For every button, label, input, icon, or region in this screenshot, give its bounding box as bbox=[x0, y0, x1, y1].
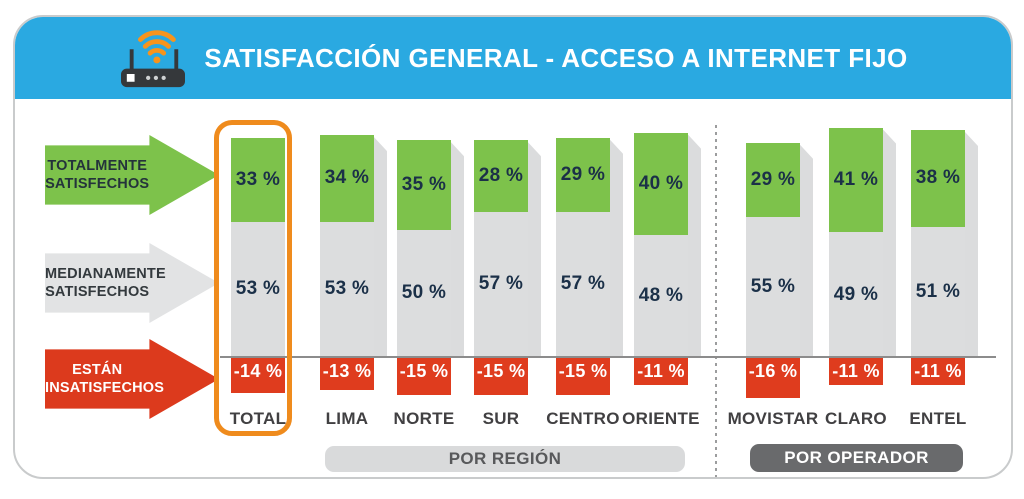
segment-value: 57 % bbox=[560, 273, 606, 295]
legend-arrow-label: MEDIANAMENTE SATISFECHOS bbox=[45, 265, 166, 300]
bar-column-label: ORIENTE bbox=[622, 409, 700, 428]
segment-unsatisfied: -13 % bbox=[320, 357, 374, 391]
segment-totally-satisfied: 29 % bbox=[746, 142, 800, 217]
segment-value: 28 % bbox=[478, 164, 524, 186]
segment-unsatisfied: -14 % bbox=[231, 357, 285, 393]
legend-arrow-label: TOTALMENTE SATISFECHOS bbox=[45, 157, 150, 192]
segment-unsatisfied: -15 % bbox=[474, 357, 528, 396]
operator-section-pill: POR OPERADOR bbox=[750, 444, 963, 472]
segment-value: 57 % bbox=[478, 273, 524, 295]
segment-unsatisfied: -15 % bbox=[556, 357, 610, 396]
page-title: SATISFACCIÓN GENERAL - ACCESO A INTERNET… bbox=[204, 42, 908, 73]
bar-column-label: SUR bbox=[482, 409, 520, 428]
bar-shadow bbox=[528, 142, 541, 357]
segment-value: 49 % bbox=[833, 283, 879, 305]
section-divider-dotted-line bbox=[715, 125, 717, 477]
segment-value: -11 % bbox=[832, 361, 880, 381]
segment-value: 41 % bbox=[833, 168, 879, 190]
segment-medium-satisfied: 55 % bbox=[746, 216, 800, 357]
bar-shadow bbox=[800, 144, 813, 357]
segment-value: 53 % bbox=[235, 278, 281, 300]
segment-value: -11 % bbox=[637, 361, 685, 381]
segment-medium-satisfied: 57 % bbox=[556, 211, 610, 357]
segment-value: -13 % bbox=[322, 361, 372, 381]
bar-column-label: CENTRO bbox=[546, 409, 620, 428]
legend-arrow-medium: MEDIANAMENTE SATISFECHOS bbox=[45, 243, 219, 323]
bar-column-label: CLARO bbox=[825, 409, 887, 428]
bar-shadow bbox=[610, 139, 623, 357]
zero-axis-line bbox=[220, 356, 996, 358]
bar-column-label: MOVISTAR bbox=[727, 409, 819, 428]
segment-value: 33 % bbox=[235, 168, 281, 190]
total-highlight-box bbox=[214, 120, 292, 436]
segment-value: 38 % bbox=[915, 167, 961, 189]
segment-totally-satisfied: 35 % bbox=[397, 140, 451, 230]
segment-unsatisfied: -16 % bbox=[746, 357, 800, 398]
bar-column-label: NORTE bbox=[393, 409, 455, 428]
segment-medium-satisfied: 50 % bbox=[397, 229, 451, 357]
infographic-card: SATISFACCIÓN GENERAL - ACCESO A INTERNET… bbox=[13, 15, 1013, 479]
segment-value: 50 % bbox=[401, 282, 447, 304]
segment-value: -15 % bbox=[558, 361, 608, 381]
bar-column-label: LIMA bbox=[325, 409, 369, 428]
router-wifi-icon bbox=[121, 30, 186, 88]
bar-shadow bbox=[451, 142, 464, 357]
segment-totally-satisfied: 29 % bbox=[556, 137, 610, 212]
segment-totally-satisfied: 40 % bbox=[634, 132, 688, 235]
segment-medium-satisfied: 53 % bbox=[320, 221, 374, 357]
segment-totally-satisfied: 34 % bbox=[320, 135, 374, 222]
region-section-label: POR REGIÓN bbox=[448, 449, 562, 468]
legend-arrow-unsatisfied: ESTÁN INSATISFECHOS bbox=[45, 339, 219, 419]
segment-value: 29 % bbox=[750, 168, 796, 190]
segment-unsatisfied: -11 % bbox=[634, 357, 688, 386]
bar-shadow bbox=[374, 137, 387, 357]
segment-medium-satisfied: 51 % bbox=[911, 226, 965, 357]
segment-medium-satisfied: 53 % bbox=[231, 221, 285, 357]
operator-section-label: POR OPERADOR bbox=[784, 448, 929, 467]
segment-totally-satisfied: 41 % bbox=[829, 127, 883, 233]
chart-area: TOTALMENTE SATISFECHOS MEDIANAMENTE SATI… bbox=[15, 17, 1011, 477]
segment-value: -14 % bbox=[233, 361, 283, 381]
segment-unsatisfied: -11 % bbox=[829, 357, 883, 386]
segment-value: 48 % bbox=[638, 284, 684, 306]
segment-value: 40 % bbox=[638, 172, 684, 194]
segment-value: 55 % bbox=[750, 275, 796, 297]
segment-value: 53 % bbox=[324, 278, 370, 300]
segment-medium-satisfied: 48 % bbox=[634, 234, 688, 357]
segment-value: -11 % bbox=[914, 361, 962, 381]
bar-shadow bbox=[883, 129, 896, 357]
segment-unsatisfied: -11 % bbox=[911, 357, 965, 386]
legend-arrow-satisfied: TOTALMENTE SATISFECHOS bbox=[45, 135, 219, 215]
segment-totally-satisfied: 38 % bbox=[911, 130, 965, 227]
bar-shadow bbox=[965, 132, 978, 357]
segment-value: 29 % bbox=[560, 163, 606, 185]
bar-shadow bbox=[688, 134, 701, 357]
region-section-pill: POR REGIÓN bbox=[325, 446, 685, 472]
bar-column-label: ENTEL bbox=[909, 409, 967, 428]
segment-medium-satisfied: 49 % bbox=[829, 232, 883, 357]
segment-value: -15 % bbox=[399, 361, 449, 381]
segment-totally-satisfied: 33 % bbox=[231, 137, 285, 222]
segment-value: 34 % bbox=[324, 167, 370, 189]
segment-value: -16 % bbox=[748, 361, 798, 381]
segment-totally-satisfied: 28 % bbox=[474, 140, 528, 212]
segment-value: -15 % bbox=[476, 361, 526, 381]
segment-value: 35 % bbox=[401, 173, 447, 195]
legend-arrow-label: ESTÁN INSATISFECHOS bbox=[45, 361, 165, 396]
segment-value: 51 % bbox=[915, 280, 961, 302]
bar-column-label: TOTAL bbox=[229, 409, 287, 428]
header-banner: SATISFACCIÓN GENERAL - ACCESO A INTERNET… bbox=[15, 17, 1011, 99]
segment-unsatisfied: -15 % bbox=[397, 357, 451, 396]
segment-medium-satisfied: 57 % bbox=[474, 211, 528, 357]
